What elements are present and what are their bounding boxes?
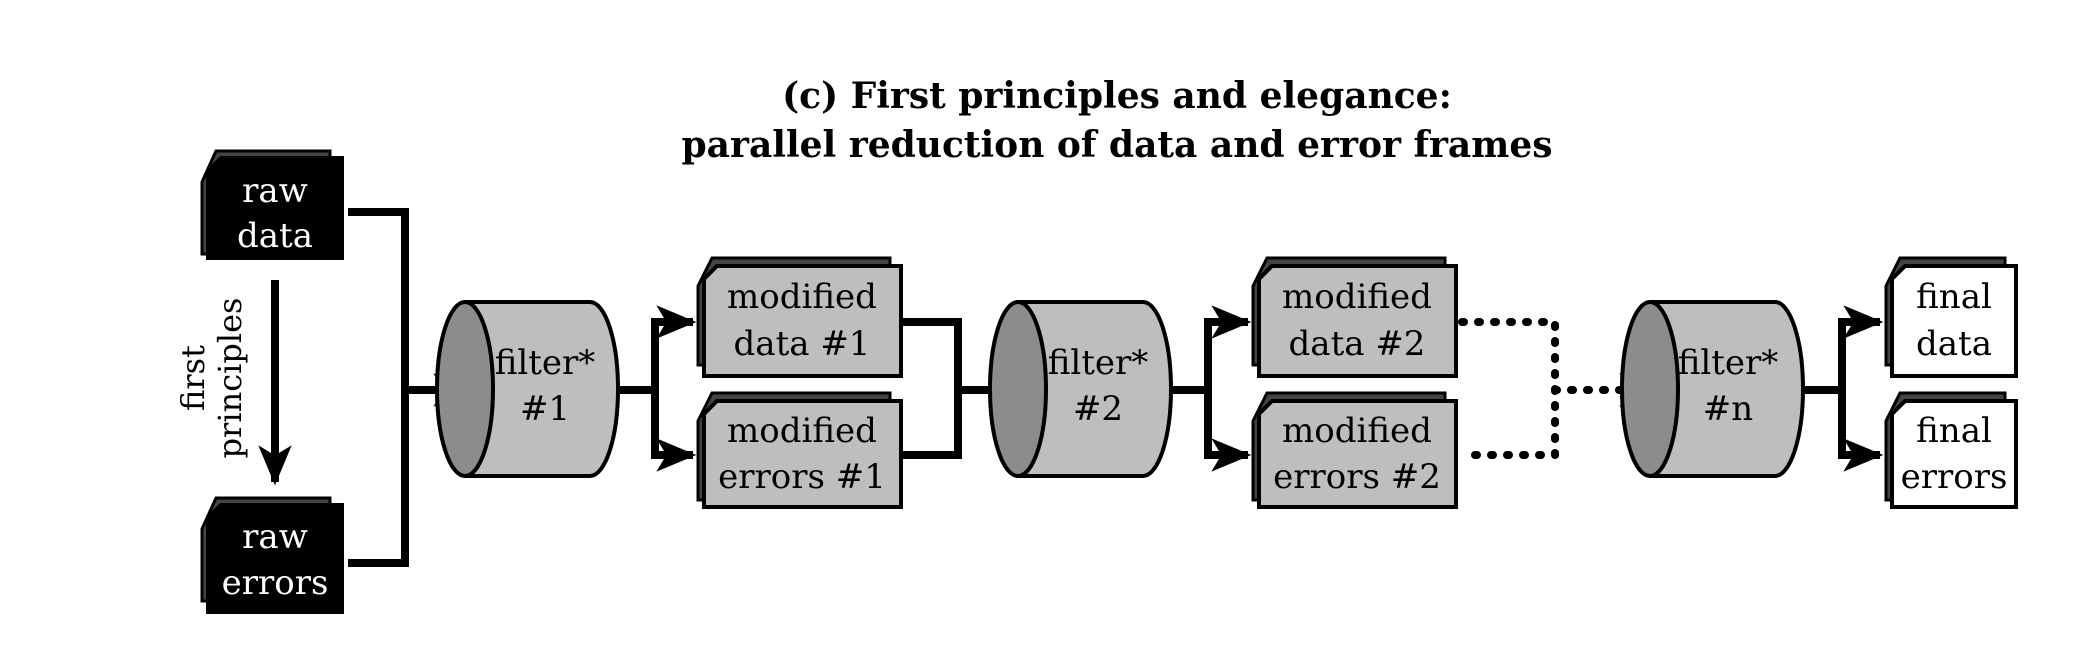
final-errors-frame: final errors <box>1884 391 2018 509</box>
modified-errors-2-label-line-1: modified <box>1282 411 1432 451</box>
modified-errors-2-label-line-2: errors #2 <box>1273 457 1441 497</box>
modified-data-2-frame: modified data #2 <box>1251 256 1458 378</box>
modified-errors-1-label-line-2: errors #1 <box>718 457 886 497</box>
filter-2-label-line-1: filter* <box>1048 343 1149 383</box>
side-label-line-1: first <box>174 345 212 411</box>
modified-errors-1-frame: modified errors #1 <box>696 391 903 509</box>
ellipsis-dotted-connector <box>1458 318 1559 459</box>
modified-errors-1-label-line-1: modified <box>727 411 877 451</box>
diagram-title-line-1: (c) First principles and elegance: <box>782 75 1452 117</box>
side-label-line-2: principles <box>211 298 249 459</box>
raw-data-label-line-1: raw <box>242 171 308 211</box>
raw-data-label-line-2: data <box>237 216 313 256</box>
modified-errors-2-frame: modified errors #2 <box>1251 391 1458 509</box>
final-data-label-line-2: data <box>1916 324 1992 364</box>
modified-data-2-label-line-1: modified <box>1282 277 1432 317</box>
raw-errors-frame: raw errors <box>200 496 344 614</box>
filter-2-label-line-2: #2 <box>1073 389 1123 429</box>
to-modified-errors-1-arrow <box>651 390 697 472</box>
final-errors-label-line-2: errors <box>1901 457 2008 497</box>
filter-n-cylinder: filter* #n <box>1620 300 1805 478</box>
to-modified-data-1-arrow <box>651 305 697 390</box>
raw-errors-label-line-2: errors <box>222 563 329 603</box>
modified-data-1-label-line-1: modified <box>727 277 877 317</box>
to-modified-errors-2-arrow <box>1204 390 1252 472</box>
filter-1-label-line-2: #1 <box>520 389 570 429</box>
to-final-errors-arrow <box>1838 390 1884 472</box>
to-modified-data-2-arrow <box>1204 305 1252 390</box>
filter-n-label-line-1: filter* <box>1678 343 1779 383</box>
raw-data-connector <box>348 208 409 567</box>
first-principles-label: first principles <box>174 298 249 459</box>
raw-data-frame: raw data <box>200 149 344 260</box>
filter-n-label-line-2: #n <box>1703 389 1753 429</box>
filter-2-cylinder: filter* #2 <box>988 300 1173 478</box>
modified-data-1-frame: modified data #1 <box>696 256 903 378</box>
modified-1-to-filter-2-connector <box>900 318 962 459</box>
raw-errors-label-line-1: raw <box>242 517 308 557</box>
filter-1-cylinder: filter* #1 <box>435 300 620 478</box>
final-data-frame: final data <box>1884 256 2018 378</box>
final-data-label-line-1: final <box>1916 277 1992 317</box>
to-final-data-arrow <box>1838 305 1884 390</box>
modified-data-2-label-line-2: data #2 <box>1289 324 1426 364</box>
modified-data-1-label-line-2: data #1 <box>734 324 871 364</box>
final-errors-label-line-1: final <box>1916 411 1992 451</box>
diagram-title-line-2: parallel reduction of data and error fra… <box>681 124 1552 166</box>
filter-1-label-line-1: filter* <box>495 343 596 383</box>
